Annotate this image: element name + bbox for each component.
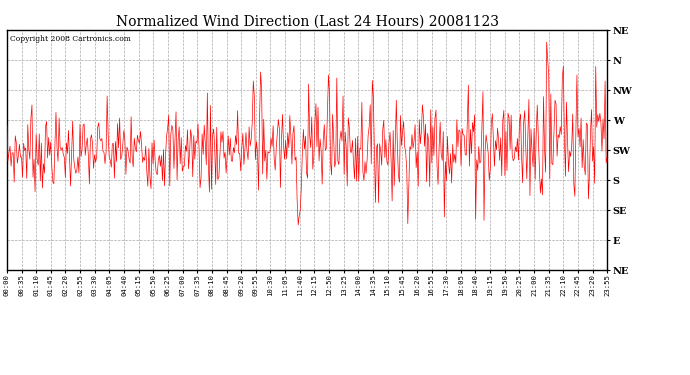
Title: Normalized Wind Direction (Last 24 Hours) 20081123: Normalized Wind Direction (Last 24 Hours… [115,15,499,29]
Text: Copyright 2008 Cartronics.com: Copyright 2008 Cartronics.com [10,35,131,43]
